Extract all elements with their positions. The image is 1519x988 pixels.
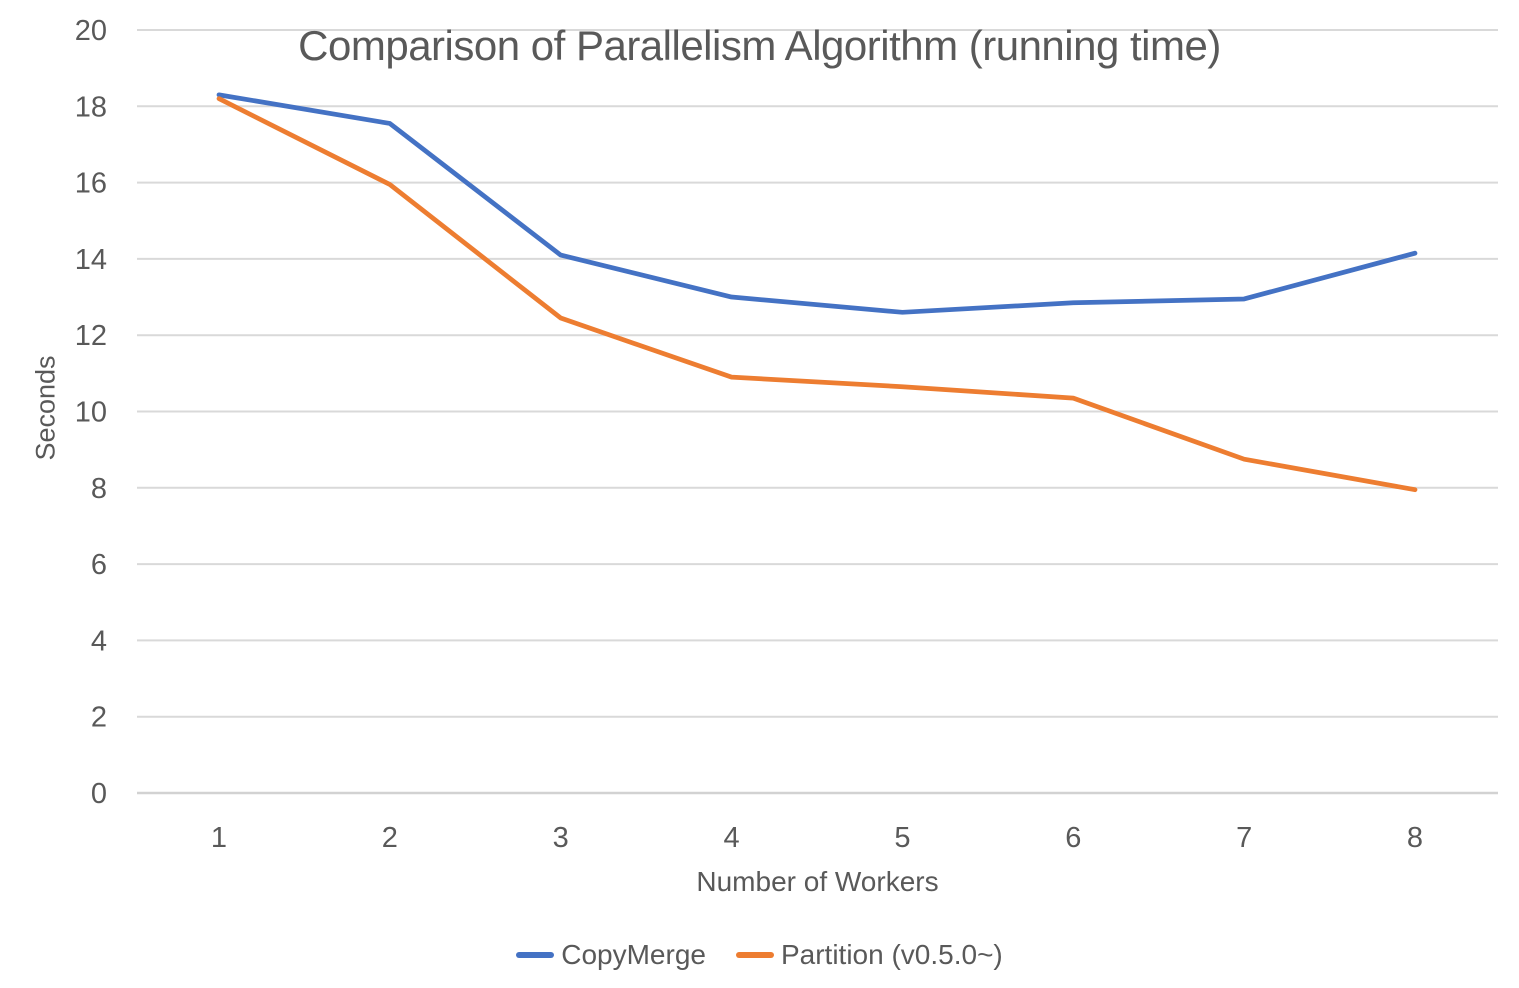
x-tick-label: 2 [382, 822, 398, 854]
y-tick-label: 18 [75, 91, 107, 123]
x-tick-label: 4 [724, 822, 740, 854]
y-tick-label: 20 [75, 15, 107, 47]
y-tick-label: 10 [75, 397, 107, 429]
x-tick-label: 1 [211, 822, 227, 854]
y-tick-label: 6 [91, 549, 107, 581]
copymerge-line-marker-icon [516, 952, 555, 958]
x-tick-label: 3 [553, 822, 569, 854]
series-line-copymerge [216, 92, 1418, 315]
x-tick-label: 8 [1407, 822, 1423, 854]
y-tick-label: 2 [91, 702, 107, 734]
legend-label-partition: Partition (v0.5.0~) [780, 939, 1003, 970]
y-axis-title: Seconds [30, 355, 61, 461]
x-tick-label: 7 [1236, 822, 1252, 854]
y-tick-label: 14 [75, 244, 107, 276]
legend: CopyMerge Partition (v0.5.0~) [0, 938, 1519, 972]
y-tick-label: 0 [91, 778, 107, 810]
series-line-partition-v0-5-0 [216, 96, 1418, 493]
x-tick-label: 5 [894, 822, 910, 854]
legend-item-partition: Partition (v0.5.0~) [735, 939, 1003, 971]
y-tick-label: 4 [91, 625, 107, 657]
y-tick-label: 8 [91, 473, 107, 505]
partition-line-marker-icon [735, 952, 774, 958]
x-axis-title: Number of Workers [696, 866, 939, 897]
legend-label-copymerge: CopyMerge [561, 939, 706, 970]
y-tick-label: 16 [75, 168, 107, 200]
y-tick-label: 12 [75, 320, 107, 352]
x-tick-label: 6 [1065, 822, 1081, 854]
legend-item-copymerge: CopyMerge [516, 939, 706, 971]
